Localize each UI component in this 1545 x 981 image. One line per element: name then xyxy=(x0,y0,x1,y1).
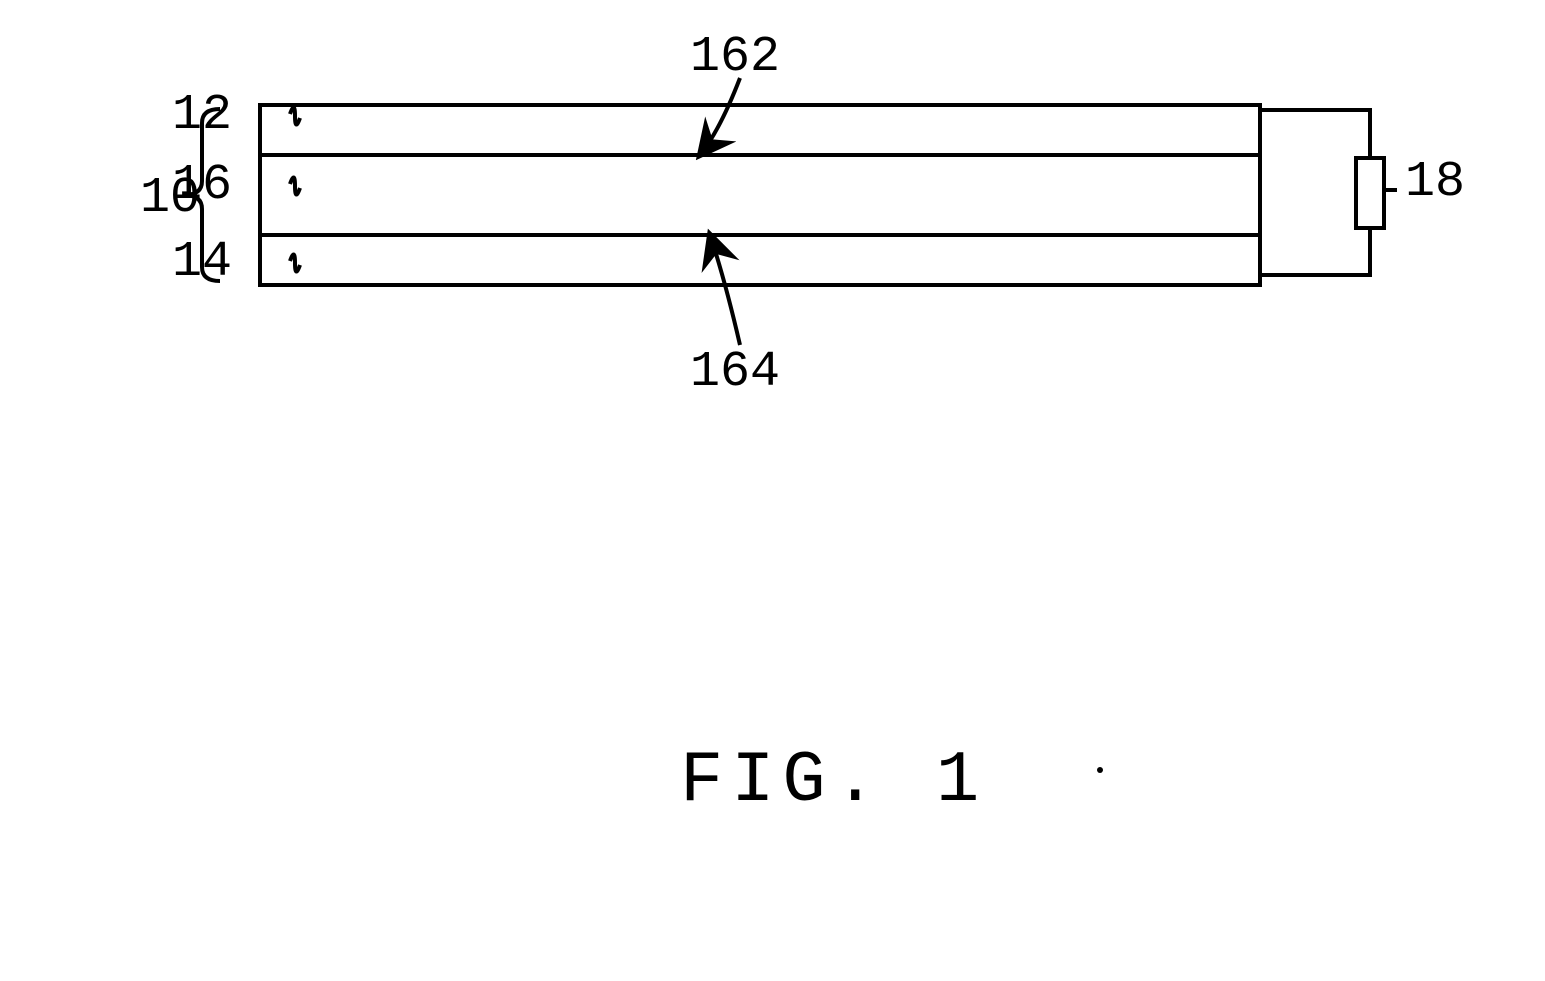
callout-label-164: 164 xyxy=(690,344,780,401)
layer-labels: 12 16 14 xyxy=(172,87,300,291)
leader-16 xyxy=(290,177,300,194)
callout-label-162: 162 xyxy=(690,29,780,86)
layer-16 xyxy=(260,155,1260,235)
label-18: 18 xyxy=(1405,154,1465,211)
leader-12 xyxy=(290,107,300,124)
figure-caption: FIG. 1 xyxy=(680,740,987,822)
wire-bottom xyxy=(1260,228,1370,275)
layer-stack xyxy=(260,105,1260,285)
layer-12 xyxy=(260,105,1260,155)
figure-1-diagram: 10 121614 162164 18 FIG. 1 xyxy=(0,0,1545,981)
label-14: 14 xyxy=(172,234,232,291)
layer-14 xyxy=(260,235,1260,285)
callout-arrow-164 xyxy=(710,235,740,345)
label-16: 16 xyxy=(172,157,232,214)
artifact-dot xyxy=(1097,767,1103,773)
label-12: 12 xyxy=(172,87,232,144)
callout-arrow-162 xyxy=(700,78,740,155)
leader-14 xyxy=(290,254,300,271)
resistor-18 xyxy=(1356,158,1384,228)
load-circuit: 18 xyxy=(1260,110,1465,275)
callouts: 162 164 xyxy=(690,29,780,401)
wire-top xyxy=(1260,110,1370,158)
